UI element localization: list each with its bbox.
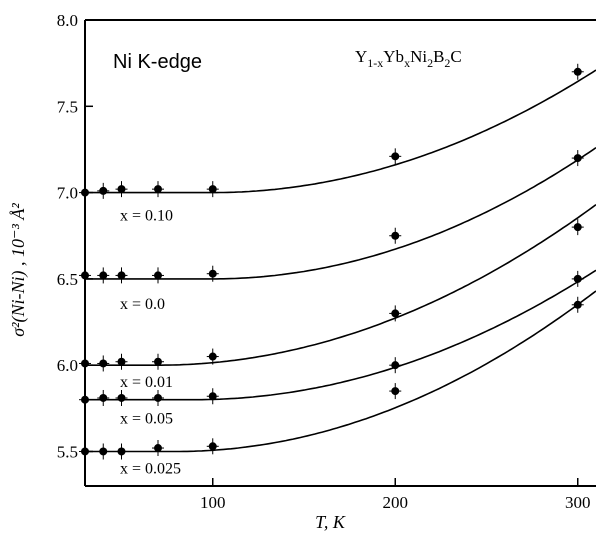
fit-curve [85,69,596,194]
series-label: x = 0.0 [120,296,165,313]
data-point [115,443,128,460]
fit-curve [85,290,596,453]
data-point [571,270,584,287]
data-point [97,267,110,284]
data-point [79,443,91,460]
data-point [152,440,164,457]
data-point [389,383,402,400]
data-point [571,150,584,167]
data-point [206,438,219,455]
data-point [206,388,219,405]
data-point [389,357,402,374]
data-point [97,182,110,199]
y-tick-label: 8.0 [57,11,78,30]
data-point [115,353,128,370]
series-label: x = 0.025 [120,460,181,477]
data-point [79,267,91,284]
x-axis-label: T, K [315,512,346,532]
data-point [97,443,110,460]
data-point [115,181,128,198]
x-tick-label: 100 [200,493,226,512]
fit-curve [85,204,596,366]
x-tick-label: 300 [565,493,591,512]
y-tick-label: 5.5 [57,442,78,461]
data-point [152,353,164,370]
data-point [115,389,128,406]
series-labels: x = 0.10 x = 0.0 x = 0.01 x = 0.05 x = 0.025 [120,208,181,478]
edge-annotation: Ni K-edge [113,51,202,73]
data-point [79,391,91,408]
plot-frame [84,19,596,487]
fit-curves [85,69,596,453]
data-point [571,219,584,236]
series-label: x = 0.01 [120,374,173,391]
y-tick-label: 7.0 [57,184,78,203]
data-point [97,355,110,372]
fit-curve [85,269,596,401]
data-point [206,181,219,198]
compound-formula: Y1-xYbxNi2B2C [355,47,462,70]
y-axis-label: σ²(Ni-Ni) , 10⁻³ Å² [8,203,29,337]
y-tick-label: 6.5 [57,270,78,289]
data-point [389,227,402,244]
data-point [206,265,219,282]
x-axis-ticks: 100 200 300 [200,478,591,512]
data-point [389,305,402,322]
y-tick-label: 6.0 [57,356,78,375]
series-label: x = 0.05 [120,411,173,428]
data-point [152,267,164,284]
fit-curve [85,147,596,280]
series-label: x = 0.10 [120,208,173,225]
y-axis-ticks: 5.5 6.0 6.5 7.0 7.5 8.0 [57,11,93,461]
data-point [571,63,584,80]
data-point [152,389,164,406]
x-tick-label: 200 [383,493,409,512]
data-point [115,267,128,284]
data-point [389,148,402,165]
data-point [79,355,91,372]
y-tick-label: 7.5 [57,97,78,116]
data-point [97,389,110,406]
data-point [79,184,91,201]
data-point [206,348,219,365]
data-point [152,181,164,198]
data-points [79,63,584,460]
data-point [571,296,584,313]
